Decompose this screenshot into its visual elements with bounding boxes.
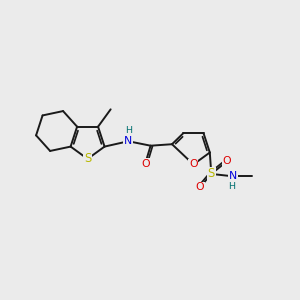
Text: O: O: [222, 156, 231, 167]
Text: S: S: [84, 152, 91, 165]
Text: O: O: [196, 182, 204, 192]
Text: O: O: [189, 159, 198, 170]
Text: O: O: [141, 158, 150, 169]
Text: H: H: [125, 126, 132, 135]
Text: H: H: [229, 182, 236, 191]
Text: N: N: [229, 171, 237, 181]
Text: N: N: [124, 136, 132, 146]
Text: S: S: [208, 167, 215, 180]
